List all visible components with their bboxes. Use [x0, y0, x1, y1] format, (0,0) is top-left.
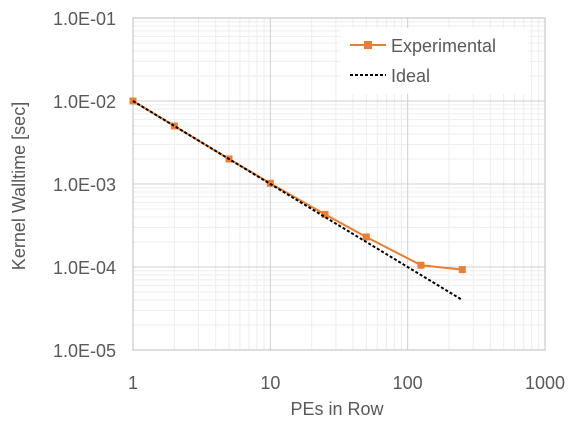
y-tick-label: 1.0E-02 [53, 92, 116, 112]
y-tick-label: 1.0E-03 [53, 175, 116, 195]
legend-label-experimental: Experimental [391, 36, 496, 56]
plot-area [132, 17, 546, 351]
x-tick-label: 10 [260, 373, 280, 393]
x-tick-label: 1 [128, 373, 138, 393]
series-line-experimental [132, 100, 463, 271]
legend-item-experimental: Experimental [350, 36, 496, 56]
y-axis-label: Kernel Walltime [sec] [9, 102, 29, 270]
x-axis-label: PEs in Row [290, 399, 384, 419]
y-tick-label: 1.0E-05 [53, 341, 116, 361]
y-tick-label: 1.0E-04 [53, 258, 116, 278]
data-point-experimental [458, 266, 466, 274]
x-axis-ticks: 1 10 100 1000 [128, 373, 565, 393]
y-tick-label: 1.0E-01 [53, 9, 116, 29]
legend-label-ideal: Ideal [391, 66, 430, 86]
series-line-ideal [132, 100, 463, 301]
data-point-experimental [321, 210, 329, 218]
data-point-experimental [170, 122, 178, 130]
x-tick-label: 1000 [525, 373, 565, 393]
x-tick-label: 100 [393, 373, 423, 393]
legend-item-ideal: Ideal [350, 66, 430, 86]
legend: Experimental Ideal [340, 28, 529, 94]
series-layer [129, 97, 466, 301]
y-axis-ticks: 1.0E-01 1.0E-02 1.0E-03 1.0E-04 1.0E-05 [53, 9, 116, 361]
data-point-experimental [362, 233, 370, 241]
legend-marker-experimental [364, 41, 372, 49]
legend-box [340, 28, 529, 94]
data-point-experimental [417, 261, 425, 269]
